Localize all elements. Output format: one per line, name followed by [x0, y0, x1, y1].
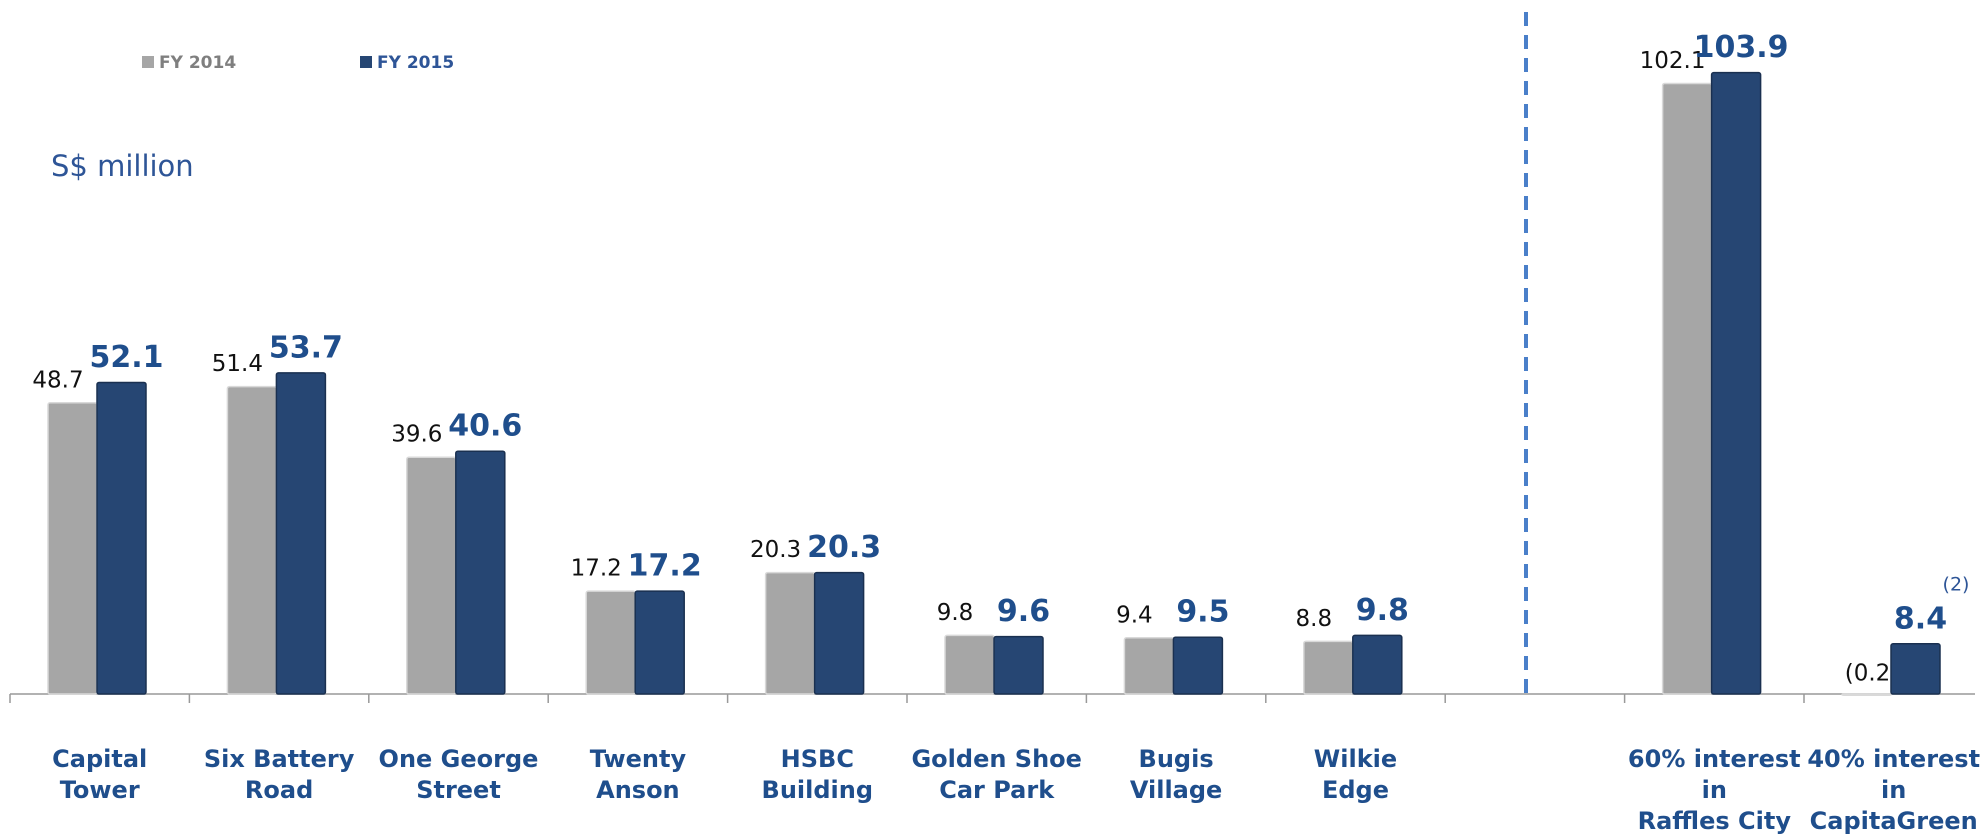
bar — [944, 634, 995, 695]
data-label: 20.3 — [807, 530, 881, 565]
data-label: 40.6 — [448, 409, 522, 444]
bar — [47, 402, 98, 695]
x-tick-label: HSBC Building — [762, 745, 874, 804]
legend-label: FY 2014 — [159, 53, 236, 73]
bar — [1123, 637, 1175, 695]
footnote-marker: (2) — [1943, 574, 1970, 596]
bar — [1841, 693, 1892, 696]
data-label: 8.4 — [1894, 601, 1947, 636]
bar — [1172, 636, 1224, 695]
data-label: 9.4 — [1116, 602, 1153, 628]
bar — [764, 571, 816, 695]
bar — [226, 385, 278, 695]
x-tick-label: Twenty Anson — [590, 745, 687, 804]
data-label: 52.1 — [89, 340, 163, 375]
x-tick-label: Six Battery Road — [204, 745, 355, 804]
x-tick-label: One George Street — [379, 745, 539, 804]
data-label: (0.2) — [1845, 661, 1900, 687]
bar — [1710, 71, 1762, 695]
bar — [813, 571, 865, 695]
data-label: 39.6 — [391, 422, 442, 448]
data-label: 102.1 — [1640, 48, 1706, 74]
bar — [634, 590, 685, 695]
bar — [1352, 634, 1403, 695]
unit-label: S$ million — [51, 149, 194, 183]
x-tick-label: Wilkie Edge — [1314, 745, 1397, 804]
bar — [406, 456, 457, 695]
bar — [455, 450, 506, 695]
x-tick-label: Capital Tower — [52, 745, 147, 804]
x-tick-label: Golden Shoe Car Park — [911, 745, 1081, 804]
legend-swatch — [142, 56, 154, 68]
data-label: 17.2 — [571, 556, 622, 582]
legend-swatch — [360, 56, 372, 68]
bar — [585, 590, 636, 695]
bar — [993, 635, 1044, 695]
data-label: 48.7 — [32, 367, 83, 393]
x-tick-label: 40% interest in CapitaGreen — [1807, 745, 1980, 835]
bar — [275, 372, 327, 695]
data-label: 9.8 — [937, 600, 974, 626]
bar — [1303, 640, 1354, 695]
data-label: 103.9 — [1694, 30, 1789, 65]
x-tick-label: 60% interest in Raffles City — [1628, 745, 1801, 835]
bar — [1661, 82, 1713, 695]
x-tick-label: Bugis Village — [1130, 745, 1222, 804]
data-label: 51.4 — [212, 351, 263, 377]
data-label: 9.8 — [1356, 593, 1409, 628]
data-label: 9.6 — [997, 594, 1050, 629]
data-label: 20.3 — [750, 537, 801, 563]
data-label: 53.7 — [269, 330, 343, 365]
data-label: 17.2 — [628, 549, 702, 584]
bar — [1890, 643, 1941, 695]
legend-label: FY 2015 — [377, 53, 454, 73]
data-label: 9.5 — [1176, 595, 1229, 630]
bar — [96, 381, 147, 695]
data-label: 8.8 — [1296, 606, 1333, 632]
